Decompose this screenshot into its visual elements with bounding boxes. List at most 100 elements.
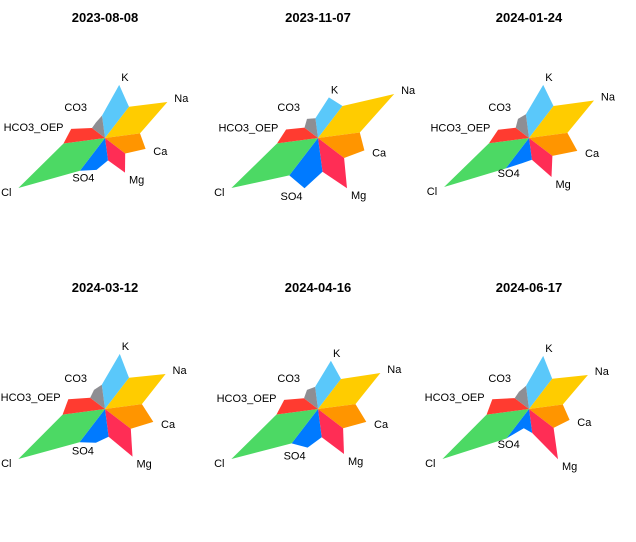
star-wedge-co3 bbox=[514, 385, 529, 409]
star-wedge-co3 bbox=[92, 115, 105, 138]
star-wedge-hco3-oep bbox=[276, 398, 318, 415]
star-wedge-k bbox=[525, 84, 554, 138]
star-wedge-na bbox=[105, 374, 166, 409]
star-wedge-cl bbox=[231, 138, 318, 188]
axis-label-cl: Cl bbox=[427, 186, 437, 198]
star-wedge-co3 bbox=[90, 384, 105, 409]
axis-label-ca: Ca bbox=[585, 148, 600, 160]
star-wedge-hco3-oep bbox=[489, 127, 529, 144]
axis-label-mg: Mg bbox=[129, 175, 144, 187]
axis-label-co3: CO3 bbox=[488, 373, 511, 385]
star-wedge-ca bbox=[318, 132, 365, 158]
axis-label-ca: Ca bbox=[577, 417, 592, 429]
axis-label-co3: CO3 bbox=[488, 102, 511, 114]
axis-label-so4: SO4 bbox=[498, 439, 520, 451]
star-wedge-k bbox=[315, 360, 341, 409]
star-wedge-mg bbox=[529, 409, 558, 460]
star-wedge-k bbox=[101, 353, 129, 409]
axis-label-na: Na bbox=[173, 365, 188, 377]
star-wedge-k bbox=[526, 355, 553, 409]
axis-label-hco3-oep: HCO3_OEP bbox=[217, 393, 277, 405]
star-wedge-ca bbox=[105, 404, 154, 429]
axis-label-mg: Mg bbox=[351, 190, 366, 202]
axis-label-hco3-oep: HCO3_OEP bbox=[4, 122, 64, 134]
axis-label-ca: Ca bbox=[374, 419, 389, 431]
star-wedge-hco3-oep bbox=[486, 398, 529, 415]
star-wedge-na bbox=[318, 94, 395, 138]
star-wedge-mg bbox=[105, 138, 126, 173]
axis-label-cl: Cl bbox=[1, 458, 11, 470]
star-wedge-hco3-oep bbox=[63, 128, 105, 144]
axis-label-ca: Ca bbox=[372, 148, 387, 160]
star-wedge-co3 bbox=[304, 386, 318, 409]
axis-label-na: Na bbox=[601, 92, 616, 104]
star-wedge-na bbox=[318, 373, 381, 409]
axis-label-hco3-oep: HCO3_OEP bbox=[218, 122, 278, 134]
star-wedge-ca bbox=[529, 404, 570, 428]
star-wedge-so4 bbox=[79, 409, 109, 443]
star-wedge-co3 bbox=[515, 114, 529, 138]
axis-label-co3: CO3 bbox=[64, 373, 87, 385]
axis-label-na: Na bbox=[401, 85, 416, 97]
axis-label-na: Na bbox=[387, 364, 402, 376]
axis-label-hco3-oep: HCO3_OEP bbox=[430, 123, 490, 135]
star-panel-2023-11-07: 2023-11-07 K Na Ca Mg SO4 Cl HCO3_OEP CO3 bbox=[214, 10, 416, 203]
star-wedge-mg bbox=[318, 138, 347, 189]
axis-label-k: K bbox=[331, 85, 339, 97]
panel-title: 2023-11-07 bbox=[285, 10, 351, 25]
star-wedge-so4 bbox=[506, 409, 533, 439]
axis-label-co3: CO3 bbox=[277, 102, 300, 114]
axis-label-k: K bbox=[122, 341, 130, 353]
star-panel-2024-01-24: 2024-01-24 K Na Ca Mg SO4 Cl HCO3_OEP CO3 bbox=[427, 10, 616, 198]
star-wedge-hco3-oep bbox=[277, 127, 318, 144]
star-wedge-cl bbox=[18, 138, 105, 188]
star-wedge-hco3-oep bbox=[62, 397, 105, 415]
star-wedge-na bbox=[105, 102, 168, 138]
axis-label-k: K bbox=[545, 343, 553, 355]
axis-label-so4: SO4 bbox=[72, 173, 94, 185]
axis-label-mg: Mg bbox=[137, 459, 152, 471]
star-wedge-ca bbox=[318, 404, 367, 429]
panel-title: 2024-03-12 bbox=[72, 280, 139, 295]
axis-label-so4: SO4 bbox=[280, 191, 302, 203]
axis-label-cl: Cl bbox=[425, 458, 435, 470]
star-wedge-so4 bbox=[289, 138, 323, 189]
axis-label-cl: Cl bbox=[214, 458, 224, 470]
star-wedge-cl bbox=[444, 138, 529, 187]
star-wedge-cl bbox=[442, 409, 529, 459]
axis-label-hco3-oep: HCO3_OEP bbox=[1, 392, 61, 404]
axis-label-k: K bbox=[545, 72, 553, 84]
star-wedge-cl bbox=[18, 409, 105, 459]
star-wedge-mg bbox=[105, 409, 133, 457]
panel-title: 2024-06-17 bbox=[496, 280, 563, 295]
axis-label-cl: Cl bbox=[1, 187, 11, 199]
star-wedge-so4 bbox=[291, 409, 322, 448]
axis-label-hco3-oep: HCO3_OEP bbox=[425, 392, 485, 404]
star-wedge-cl bbox=[231, 409, 318, 459]
panel-title: 2024-01-24 bbox=[496, 10, 563, 25]
star-wedge-so4 bbox=[505, 138, 532, 169]
axis-label-so4: SO4 bbox=[498, 168, 520, 180]
star-wedge-na bbox=[529, 100, 594, 138]
star-wedge-na bbox=[529, 375, 588, 409]
star-wedge-so4 bbox=[79, 138, 108, 171]
star-wedge-ca bbox=[105, 133, 146, 154]
axis-label-k: K bbox=[333, 348, 341, 360]
axis-label-so4: SO4 bbox=[284, 450, 306, 462]
panel-title: 2023-08-08 bbox=[72, 10, 139, 25]
axis-label-ca: Ca bbox=[153, 146, 168, 158]
star-wedge-ca bbox=[529, 132, 578, 156]
axis-label-na: Na bbox=[174, 93, 189, 105]
axis-label-cl: Cl bbox=[214, 187, 224, 199]
star-wedge-mg bbox=[318, 409, 344, 454]
axis-label-co3: CO3 bbox=[277, 373, 300, 385]
axis-label-mg: Mg bbox=[348, 456, 363, 468]
axis-label-na: Na bbox=[595, 366, 610, 378]
axis-label-mg: Mg bbox=[556, 179, 571, 191]
axis-label-mg: Mg bbox=[562, 461, 577, 473]
axis-label-so4: SO4 bbox=[72, 446, 94, 458]
